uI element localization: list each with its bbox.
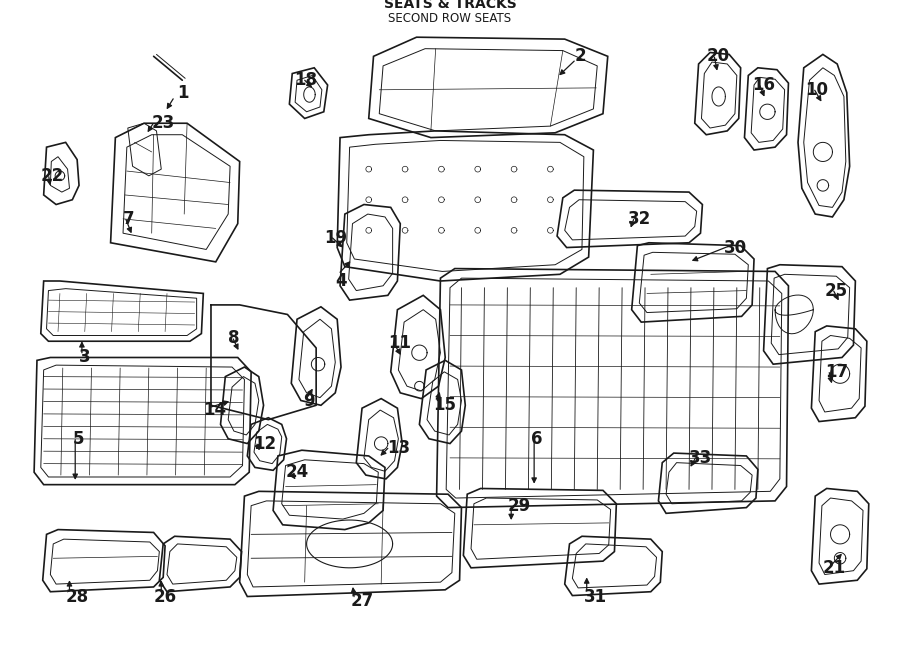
Text: 20: 20 [706, 48, 729, 65]
Text: 19: 19 [324, 229, 346, 247]
Text: 23: 23 [152, 114, 175, 132]
Text: 12: 12 [253, 434, 276, 453]
Text: 28: 28 [66, 588, 89, 605]
Text: 16: 16 [752, 76, 775, 94]
Text: 13: 13 [387, 440, 410, 457]
Text: 17: 17 [824, 363, 848, 381]
Text: 22: 22 [40, 167, 64, 185]
Text: 1: 1 [177, 84, 189, 102]
Text: 15: 15 [433, 397, 455, 414]
Text: 8: 8 [229, 329, 239, 348]
Text: 9: 9 [302, 391, 314, 410]
Text: 11: 11 [388, 334, 411, 352]
Text: 32: 32 [628, 210, 651, 228]
Text: 4: 4 [336, 272, 346, 290]
Text: 18: 18 [294, 71, 317, 89]
Text: 3: 3 [79, 348, 91, 366]
Text: 5: 5 [72, 430, 84, 447]
Text: 26: 26 [154, 588, 176, 605]
Text: 29: 29 [508, 496, 531, 515]
Text: 24: 24 [285, 463, 309, 481]
Text: 25: 25 [824, 282, 848, 299]
Text: 33: 33 [689, 449, 712, 467]
Text: 31: 31 [584, 588, 607, 605]
Text: 14: 14 [203, 401, 227, 419]
Text: 30: 30 [724, 239, 747, 256]
Text: 6: 6 [531, 430, 543, 447]
Text: 27: 27 [351, 592, 374, 610]
Text: SEATS & TRACKS: SEATS & TRACKS [383, 0, 517, 11]
Text: SECOND ROW SEATS: SECOND ROW SEATS [389, 12, 511, 24]
Text: 21: 21 [823, 559, 846, 577]
Text: 2: 2 [574, 48, 586, 65]
Text: 10: 10 [806, 81, 829, 98]
Text: 7: 7 [123, 210, 135, 228]
